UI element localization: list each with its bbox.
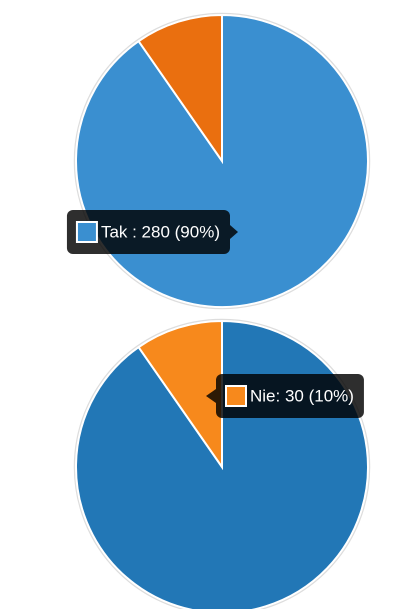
tooltip-arrow <box>206 389 216 403</box>
pie-border <box>73 12 371 310</box>
pie-slice <box>137 319 223 471</box>
tooltip-swatch <box>225 385 247 407</box>
tooltip-box <box>66 210 230 254</box>
pie-border <box>73 318 371 609</box>
tooltip-box <box>216 374 364 418</box>
tooltip-arrow <box>230 225 238 239</box>
tooltip-label: Nie: 30 (10%) <box>250 386 354 405</box>
tooltip-label: Tak : 280 (90%) <box>101 222 220 241</box>
tooltip: Nie: 30 (10%) <box>206 374 364 418</box>
tooltip-swatch <box>75 221 98 243</box>
tooltip: Tak : 280 (90%) <box>66 210 238 254</box>
pie-slice <box>137 13 223 165</box>
